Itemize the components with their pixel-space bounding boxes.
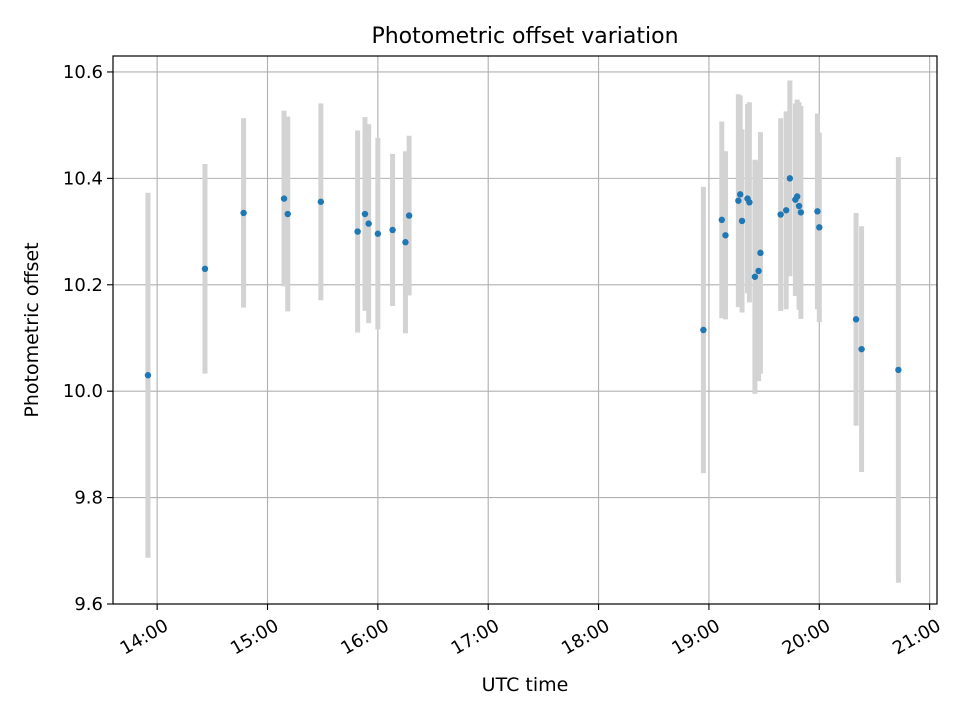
data-point [389, 226, 396, 234]
data-point [757, 249, 764, 257]
data-point [777, 211, 784, 218]
data-point [794, 193, 801, 200]
data-point [895, 366, 902, 374]
data-point [718, 216, 726, 224]
data-point [786, 175, 794, 182]
data-point [782, 207, 790, 214]
data-point [201, 265, 209, 273]
data-point [361, 210, 369, 218]
data-point [795, 202, 803, 210]
data-point [746, 199, 753, 206]
data-point [814, 208, 821, 215]
y-tick-label: 9.6 [74, 594, 103, 615]
data-point [365, 220, 372, 227]
y-tick-label: 10.4 [63, 168, 103, 189]
data-point [402, 239, 409, 246]
data-point [755, 267, 762, 275]
chart-title: Photometric offset variation [371, 24, 678, 49]
y-tick-label: 10.2 [63, 275, 103, 296]
data-point [700, 326, 707, 334]
y-tick-label: 9.8 [74, 488, 103, 509]
data-point [816, 224, 823, 231]
data-point [858, 345, 865, 353]
data-point [797, 209, 805, 216]
data-point [735, 197, 742, 204]
data-point [736, 191, 744, 198]
data-point [317, 198, 325, 205]
data-point [284, 210, 291, 218]
data-point [280, 195, 288, 202]
plot-frame [112, 55, 938, 605]
data-point [374, 230, 382, 237]
data-point [240, 209, 247, 217]
data-point [738, 217, 746, 225]
data-points [144, 175, 902, 379]
x-axis-label: UTC time [482, 674, 569, 696]
data-point [354, 228, 361, 235]
y-tick-label: 10.0 [63, 381, 103, 402]
data-point [722, 232, 729, 239]
y-axis-label: Photometric offset [21, 242, 43, 417]
data-point [405, 212, 413, 219]
y-tick-label: 10.6 [63, 62, 103, 83]
data-point [751, 273, 759, 280]
data-point [852, 316, 860, 323]
data-point [144, 372, 152, 379]
